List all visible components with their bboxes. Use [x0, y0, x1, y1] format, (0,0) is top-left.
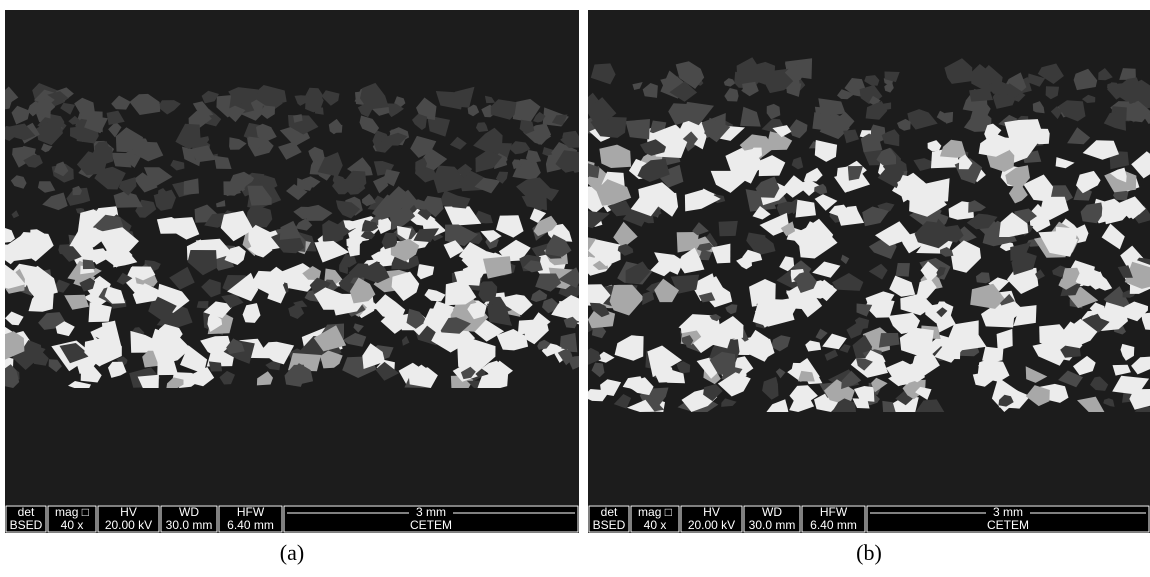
info-header: HFW	[820, 505, 848, 519]
info-value: BSED	[593, 518, 626, 532]
info-bar: detBSED mag □40 x HV20.00 kV WD30.0 mm HFW6.…	[5, 505, 579, 533]
info-value: 6.40 mm	[810, 518, 857, 532]
micrograph-panel: detBSED mag □40 x HV20.00 kV WD30.0 mm HFW6.…	[0, 10, 593, 565]
info-value: 30.0 mm	[166, 518, 213, 532]
info-bar-background	[5, 505, 579, 533]
info-value: BSED	[10, 518, 43, 532]
info-header: HV	[120, 505, 137, 519]
institute-label: CETEM	[987, 518, 1029, 532]
particle	[197, 301, 209, 309]
particle	[719, 221, 738, 236]
info-value: 40 x	[644, 518, 667, 532]
info-value: 20.00 kV	[105, 518, 152, 532]
info-header: HFW	[237, 505, 265, 519]
info-header: mag □	[638, 505, 672, 519]
institute-label: CETEM	[410, 518, 452, 532]
info-value: 40 x	[61, 518, 84, 532]
scale-label: 3 mm	[416, 505, 446, 519]
info-value: 6.40 mm	[227, 518, 274, 532]
particle	[209, 361, 222, 371]
info-bar-background	[588, 505, 1150, 533]
particle	[896, 263, 910, 277]
scale-label: 3 mm	[993, 505, 1023, 519]
info-header: det	[601, 505, 618, 519]
info-header: HV	[703, 505, 720, 519]
info-value: 20.00 kV	[688, 518, 735, 532]
info-header: WD	[179, 505, 199, 519]
micrograph-panel: detBSED mag □40 x HV20.00 kV WD30.0 mm HFW6.…	[571, 10, 1150, 565]
info-bar: detBSED mag □40 x HV20.00 kV WD30.0 mm HFW6.…	[588, 505, 1150, 533]
panel-caption: (a)	[280, 540, 304, 565]
info-header: WD	[762, 505, 782, 519]
info-header: det	[18, 505, 35, 519]
info-header: mag □	[55, 505, 89, 519]
figure: detBSEDmag □40 xHV20.00 kVWD30.0 mmHFW6.…	[0, 0, 1150, 577]
particle	[796, 200, 817, 218]
panel-caption: (b)	[856, 540, 882, 565]
info-value: 30.0 mm	[749, 518, 796, 532]
